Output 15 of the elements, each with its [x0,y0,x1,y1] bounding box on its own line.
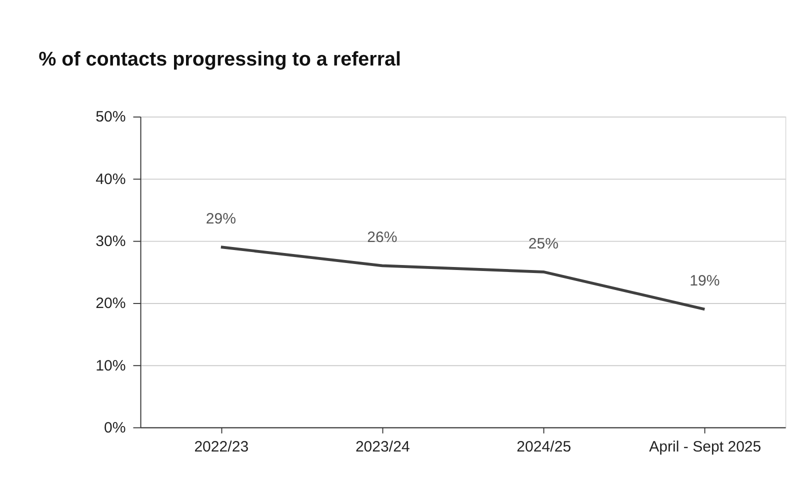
data-label: 19% [690,272,720,290]
data-label: 25% [528,235,558,252]
chart-title: % of contacts progressing to a referral [38,48,402,71]
y-tick-label: 40% [96,170,126,188]
y-tick-label: 0% [104,419,126,436]
y-tick-label: 30% [96,233,126,250]
y-tick-label: 20% [96,295,126,312]
x-tick-label: 2022/23 [194,438,249,456]
data-label: 26% [367,229,398,246]
data-label: 29% [206,210,236,228]
x-tick-label: April - Sept 2025 [649,438,762,456]
x-tick-label: 2023/24 [355,438,410,456]
y-tick-label: 50% [96,108,126,126]
x-tick-label: 2024/25 [516,438,572,456]
y-tick-label: 10% [96,357,126,374]
